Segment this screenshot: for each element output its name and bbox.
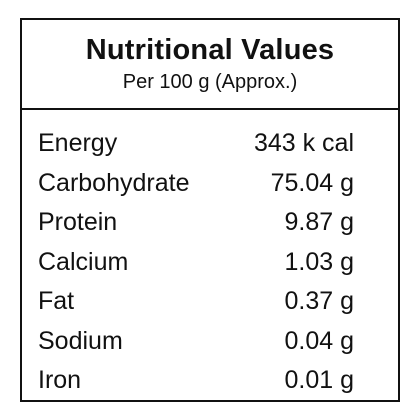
title: Nutritional Values (85, 34, 335, 66)
nutrient-row: Energy 343 k cal (22, 124, 398, 164)
nutrient-name: Fat (38, 287, 75, 316)
nutrient-value: 9.87 g (284, 208, 354, 237)
nutrient-row: Iron 0.01 g (22, 361, 398, 401)
nutrient-name: Protein (38, 208, 118, 237)
nutrition-label: Nutritional Values Per 100 g (Approx.) E… (20, 18, 400, 402)
nutrient-name: Sodium (38, 326, 123, 355)
nutrient-row: Carbohydrate 75.04 g (22, 164, 398, 204)
nutrient-value: 0.04 g (284, 326, 354, 355)
nutrient-table: Energy 343 k cal Carbohydrate 75.04 g Protei… (22, 110, 398, 401)
subtitle: Per 100 g (Approx.) (122, 71, 298, 93)
nutrient-name: Carbohydrate (38, 168, 190, 197)
nutrient-row: Calcium 1.03 g (22, 243, 398, 283)
header: Nutritional Values Per 100 g (Approx.) (22, 20, 398, 110)
nutrient-value: 0.37 g (284, 287, 354, 316)
nutrient-row: Protein 9.87 g (22, 203, 398, 243)
nutrient-name: Energy (38, 129, 118, 158)
nutrient-value: 343 k cal (253, 129, 354, 158)
nutrient-name: Calcium (38, 247, 129, 276)
nutrient-name: Iron (38, 366, 82, 395)
nutrient-value: 75.04 g (270, 168, 354, 197)
nutrient-value: 1.03 g (284, 247, 354, 276)
nutrient-value: 0.01 g (284, 366, 354, 395)
nutrient-row: Fat 0.37 g (22, 282, 398, 322)
nutrient-row: Sodium 0.04 g (22, 322, 398, 362)
